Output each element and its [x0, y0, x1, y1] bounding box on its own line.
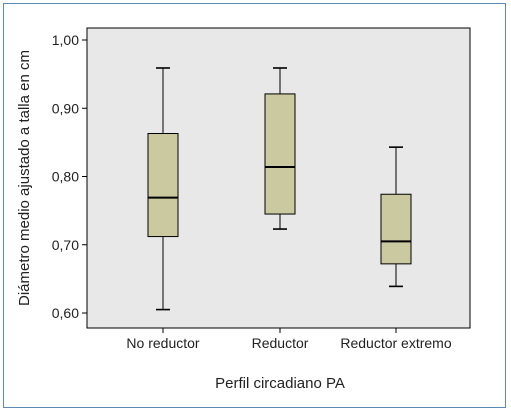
y-tick-label: 0,80	[52, 169, 79, 185]
y-tick-label: 0,70	[52, 237, 79, 253]
x-tick-label: Reductor	[252, 335, 309, 351]
box-3	[380, 146, 412, 288]
iqr-box	[147, 133, 179, 238]
x-tick-label: No reductor	[126, 335, 199, 351]
box-2	[264, 67, 296, 230]
boxes-group	[147, 67, 412, 311]
x-tick-label: Reductor extremo	[340, 335, 451, 351]
iqr-box	[264, 93, 296, 215]
y-axis-title: Diámetro medio ajustado a talla en cm	[16, 50, 33, 306]
iqr-box	[380, 193, 412, 265]
y-tick-label: 0,90	[52, 100, 79, 116]
box-1	[147, 67, 179, 311]
x-axis-tick-labels: No reductor Reductor Reductor extremo	[126, 328, 452, 351]
y-tick-label: 1,00	[52, 32, 79, 48]
x-axis-title: Perfil circadiano PA	[215, 375, 345, 392]
y-axis-ticks: 0,60 0,70 0,80 0,90 1,00	[52, 32, 87, 321]
y-tick-label: 0,60	[52, 305, 79, 321]
